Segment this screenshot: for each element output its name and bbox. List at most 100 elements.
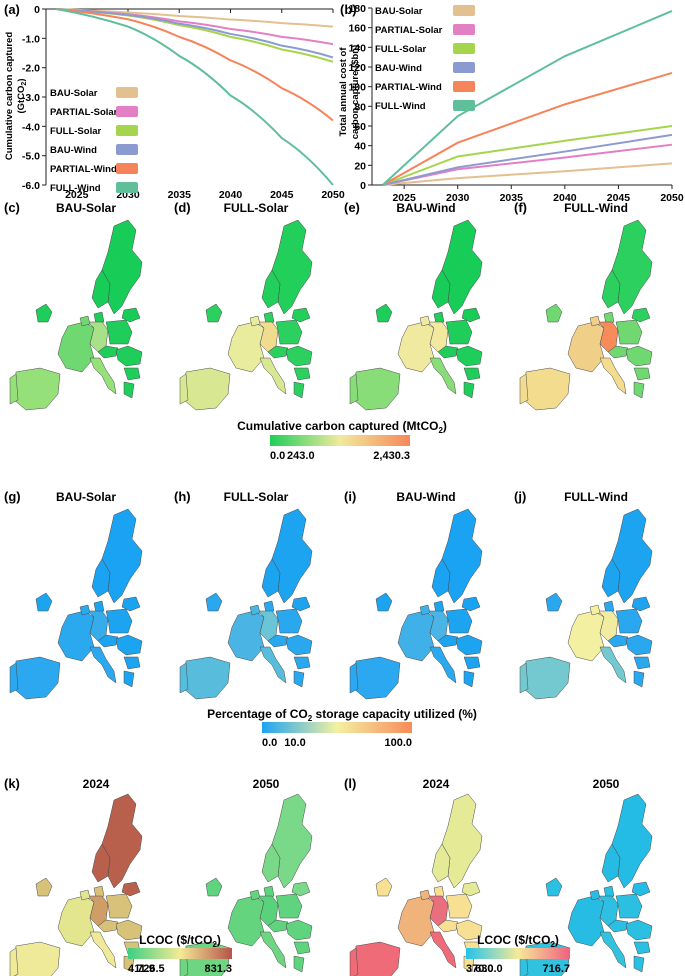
country-region-1 [431,843,451,883]
country-region-9 [275,893,303,919]
country-region-15 [249,604,261,616]
series-line-full-wind [382,10,673,186]
y-tick-label: -3.0 [22,92,40,104]
country-region-4 [93,600,105,614]
country-region-12 [455,919,483,941]
country-region-7 [349,947,359,976]
panel-c-label: (c) [4,200,20,215]
country-region-15 [419,889,431,901]
y-tick-label: 60 [354,121,366,133]
x-tick-label: 2030 [446,192,470,204]
country-region-2 [291,596,311,612]
country-region-4 [433,311,445,325]
country-region-15 [589,315,601,327]
country-region-9 [445,608,473,634]
country-region-13 [633,656,651,670]
country-region-15 [79,604,91,616]
country-region-4 [603,311,615,325]
colorbar-tick-label: 2,430.3 [373,450,410,462]
legend-label: BAU-Wind [50,145,97,156]
country-region-2 [461,307,481,323]
y-tick-label: -1.0 [22,33,40,45]
country-region-1 [261,558,281,598]
country-region-9 [445,319,473,345]
country-region-5 [397,895,435,947]
country-region-14 [293,955,305,973]
legend-swatch [116,106,138,117]
country-region-4 [263,311,275,325]
country-region-4 [93,885,105,899]
country-region-3 [35,877,53,897]
country-region-12 [115,345,143,367]
colorbar-1-title: Cumulative carbon captured (MtCO2) [237,419,447,435]
country-region-6 [183,367,231,411]
country-region-9 [615,608,643,634]
country-region-3 [205,877,223,897]
country-region-4 [603,885,615,899]
series-line-full-wind [56,8,334,186]
colorbar-tick-label: 370.0 [466,963,494,975]
country-region-3 [375,303,393,323]
country-region-15 [249,889,261,901]
country-region-5 [57,895,95,947]
country-region-12 [455,345,483,367]
country-region-7 [9,947,19,976]
map-title-k-2024: 2024 [83,777,110,791]
country-region-11 [599,357,627,395]
panel-a-ylabel-unit: (GtCO2) [16,78,28,113]
legend-label: FULL-Wind [50,183,101,194]
country-region-12 [625,634,653,656]
map-f [519,219,653,411]
panel-g-label: (g) [4,489,21,504]
country-region-13 [293,656,311,670]
colorbar-tick-label: 0.0 [270,450,285,462]
y-tick-label: 0 [34,4,40,16]
country-region-6 [523,367,571,411]
legend-label: PARTIAL-Solar [50,107,118,118]
country-region-4 [433,885,445,899]
country-region-12 [455,634,483,656]
country-region-14 [463,381,475,399]
x-tick-label: 2025 [65,189,89,201]
country-region-7 [9,373,19,405]
y-tick-label: 100 [348,82,366,94]
map-l-2024 [349,793,483,976]
panel-b-ylabel-2: carbon capture ($bn) [350,45,361,140]
country-region-6 [523,656,571,700]
series-line-bau-wind [56,8,334,59]
legend-label: BAU-Wind [375,63,422,74]
country-region-4 [263,600,275,614]
country-region-13 [463,656,481,670]
country-region-11 [259,357,287,395]
country-region-13 [633,367,651,381]
legend-swatch [453,62,475,73]
country-region-1 [91,269,111,309]
legend-label: PARTIAL-Wind [50,164,117,175]
panel-b: (b) Total annual cost of carbon capture … [338,2,684,204]
colorbar-3b-title: LCOC ($/tCO2) [477,933,559,949]
x-tick-label: 2045 [270,189,294,201]
country-region-13 [293,941,311,955]
country-region-15 [589,889,601,901]
map-g [9,508,143,700]
country-region-3 [375,877,393,897]
legend-swatch [453,5,475,16]
y-tick-label: 160 [348,23,366,35]
country-region-2 [461,596,481,612]
colorbar-tick-label: 100.0 [384,737,412,749]
x-tick-label: 2035 [500,192,524,204]
series-line-full-solar [382,125,673,186]
map-title-c: BAU-Solar [56,201,116,215]
country-region-13 [123,367,141,381]
colorbar-tick-label: 0.0 [262,737,277,749]
country-region-7 [519,373,529,405]
map-title-g: BAU-Solar [56,490,116,504]
country-region-2 [121,596,141,612]
country-region-14 [463,670,475,688]
country-region-15 [419,604,431,616]
x-tick-label: 2045 [607,192,631,204]
country-region-7 [179,373,189,405]
colorbar-gradient [466,948,570,959]
country-region-1 [431,269,451,309]
legend-label: PARTIAL-Wind [375,82,442,93]
